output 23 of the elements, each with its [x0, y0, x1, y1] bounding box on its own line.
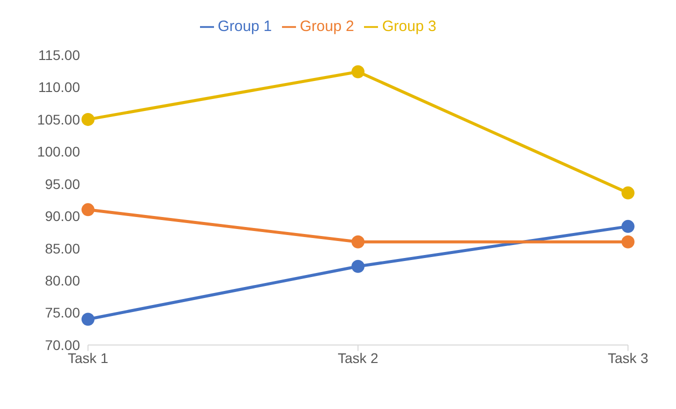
- x-tick-label: Task 3: [608, 350, 648, 366]
- y-tick-label: 80.00: [44, 272, 80, 289]
- legend-label: Group 1: [218, 18, 272, 35]
- y-tick-label: 85.00: [44, 240, 80, 256]
- point: [352, 260, 364, 273]
- legend-label: Group 3: [382, 18, 436, 35]
- point: [82, 112, 94, 126]
- y-tick-label: 110.00: [38, 79, 80, 96]
- point: [352, 235, 364, 248]
- y-tick-label: 95.00: [44, 176, 80, 192]
- point: [82, 203, 94, 216]
- y-tick-label: 105.00: [37, 111, 80, 128]
- point: [82, 312, 94, 326]
- legend-label: Group 2: [300, 18, 354, 35]
- x-tick-label: Task 2: [338, 350, 378, 366]
- y-tick-label: 75.00: [44, 304, 80, 321]
- point: [622, 235, 634, 248]
- point: [352, 65, 364, 78]
- y-tick-label: 115.00: [38, 46, 80, 63]
- y-tick-label: 100.00: [37, 144, 80, 160]
- point: [622, 186, 634, 200]
- point: [622, 220, 634, 233]
- y-tick-label: 90.00: [44, 208, 80, 224]
